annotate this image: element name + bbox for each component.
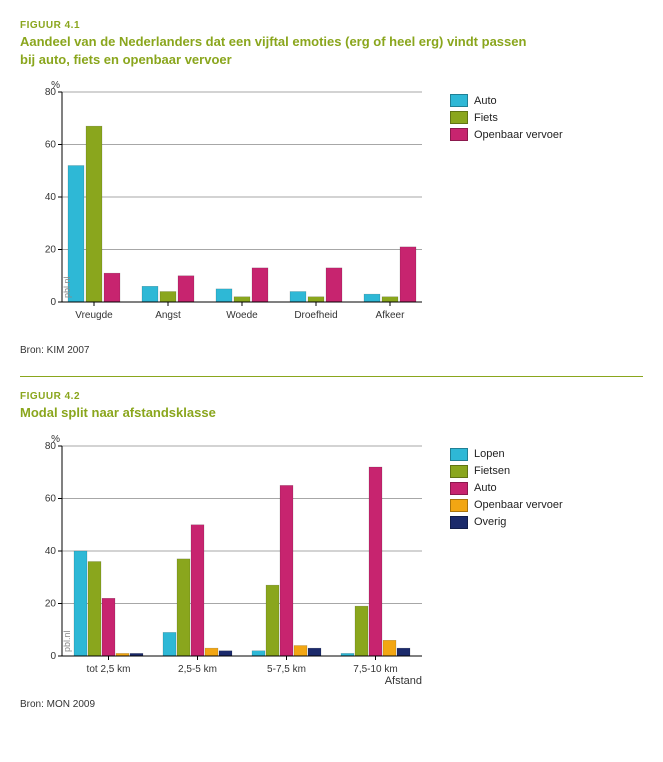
svg-text:pbl.nl: pbl.nl <box>62 630 72 652</box>
figure-1-title-line2: bij auto, fiets en openbaar vervoer <box>20 52 232 67</box>
svg-text:Vreugde: Vreugde <box>75 310 113 321</box>
bar <box>382 297 398 302</box>
legend-item: Lopen <box>450 448 563 461</box>
bar <box>290 292 306 303</box>
legend-swatch <box>450 465 468 478</box>
figure-2-svg: 020406080%tot 2,5 km2,5-5 km5-7,5 km7,5-… <box>20 430 432 686</box>
bar <box>86 126 102 302</box>
svg-text:Angst: Angst <box>155 310 181 321</box>
svg-text:pbl.nl: pbl.nl <box>62 277 72 299</box>
bar <box>234 297 250 302</box>
figure-1-title-line1: Aandeel van de Nederlanders dat een vijf… <box>20 34 526 49</box>
bar <box>383 640 396 656</box>
svg-text:20: 20 <box>45 598 57 609</box>
legend-swatch <box>450 499 468 512</box>
legend-label: Lopen <box>474 448 505 460</box>
figure-1-legend: Auto Fiets Openbaar vervoer <box>450 94 563 145</box>
legend-label: Overig <box>474 516 506 528</box>
figure-2-legend: Lopen Fietsen Auto Openbaar vervoer Overig <box>450 448 563 533</box>
bar <box>219 650 232 655</box>
bar <box>178 276 194 302</box>
figure-1-label: FIGUUR 4.1 <box>20 20 643 31</box>
bar <box>216 289 232 302</box>
svg-text:%: % <box>51 80 60 91</box>
figure-1: FIGUUR 4.1 Aandeel van de Nederlanders d… <box>20 20 643 356</box>
bar <box>355 606 368 656</box>
legend-swatch <box>450 94 468 107</box>
figure-1-title: Aandeel van de Nederlanders dat een vijf… <box>20 33 643 68</box>
bar <box>102 598 115 656</box>
bar <box>142 286 158 302</box>
legend-label: Fiets <box>474 112 498 124</box>
bar <box>369 467 382 656</box>
svg-text:Afstand: Afstand <box>385 675 422 686</box>
svg-text:Droefheid: Droefheid <box>294 310 337 321</box>
bar <box>104 273 120 302</box>
legend-label: Auto <box>474 482 497 494</box>
svg-text:Woede: Woede <box>226 310 258 321</box>
bar <box>252 268 268 302</box>
legend-item: Fietsen <box>450 465 563 478</box>
legend-item: Fiets <box>450 111 563 124</box>
figure-2-plot: 020406080%tot 2,5 km2,5-5 km5-7,5 km7,5-… <box>20 430 432 691</box>
bar <box>160 292 176 303</box>
svg-text:7,5-10 km: 7,5-10 km <box>353 664 397 675</box>
bar <box>163 632 176 656</box>
svg-text:60: 60 <box>45 493 57 504</box>
figure-1-source: Bron: KIM 2007 <box>20 345 643 356</box>
bar <box>88 561 101 656</box>
legend-item: Overig <box>450 516 563 529</box>
legend-swatch <box>450 448 468 461</box>
legend-label: Fietsen <box>474 465 510 477</box>
svg-text:%: % <box>51 434 60 445</box>
svg-text:tot 2,5 km: tot 2,5 km <box>87 664 131 675</box>
bar <box>308 648 321 656</box>
figure-2-source: Bron: MON 2009 <box>20 699 643 710</box>
figure-2-title: Modal split naar afstandsklasse <box>20 404 643 422</box>
legend-item: Openbaar vervoer <box>450 499 563 512</box>
legend-label: Openbaar vervoer <box>474 499 563 511</box>
bar <box>294 645 307 656</box>
svg-text:20: 20 <box>45 245 57 256</box>
figure-2-title-line1: Modal split naar afstandsklasse <box>20 405 216 420</box>
bar <box>252 650 265 655</box>
svg-text:40: 40 <box>45 192 57 203</box>
figure-2: FIGUUR 4.2 Modal split naar afstandsklas… <box>20 391 643 710</box>
bar <box>364 294 380 302</box>
figure-1-plot: 020406080%VreugdeAngstWoedeDroefheidAfke… <box>20 76 432 337</box>
legend-label: Auto <box>474 95 497 107</box>
bar <box>177 559 190 656</box>
bar <box>205 648 218 656</box>
figure-2-chart-wrap: 020406080%tot 2,5 km2,5-5 km5-7,5 km7,5-… <box>20 430 643 691</box>
legend-label: Openbaar vervoer <box>474 129 563 141</box>
svg-text:40: 40 <box>45 546 57 557</box>
bar <box>400 247 416 302</box>
svg-text:0: 0 <box>50 651 56 662</box>
legend-swatch <box>450 111 468 124</box>
legend-swatch <box>450 516 468 529</box>
svg-text:Afkeer: Afkeer <box>376 310 406 321</box>
figure-2-label: FIGUUR 4.2 <box>20 391 643 402</box>
bar <box>74 551 87 656</box>
legend-swatch <box>450 482 468 495</box>
svg-text:5-7,5 km: 5-7,5 km <box>267 664 306 675</box>
svg-text:2,5-5 km: 2,5-5 km <box>178 664 217 675</box>
bar <box>280 485 293 656</box>
divider <box>20 376 643 377</box>
bar <box>397 648 410 656</box>
legend-item: Openbaar vervoer <box>450 128 563 141</box>
bar <box>326 268 342 302</box>
svg-text:60: 60 <box>45 140 57 151</box>
legend-item: Auto <box>450 482 563 495</box>
bar <box>191 524 204 655</box>
figure-1-svg: 020406080%VreugdeAngstWoedeDroefheidAfke… <box>20 76 432 332</box>
legend-swatch <box>450 128 468 141</box>
bar <box>308 297 324 302</box>
legend-item: Auto <box>450 94 563 107</box>
bar <box>266 585 279 656</box>
svg-text:0: 0 <box>50 297 56 308</box>
figure-1-chart-wrap: 020406080%VreugdeAngstWoedeDroefheidAfke… <box>20 76 643 337</box>
